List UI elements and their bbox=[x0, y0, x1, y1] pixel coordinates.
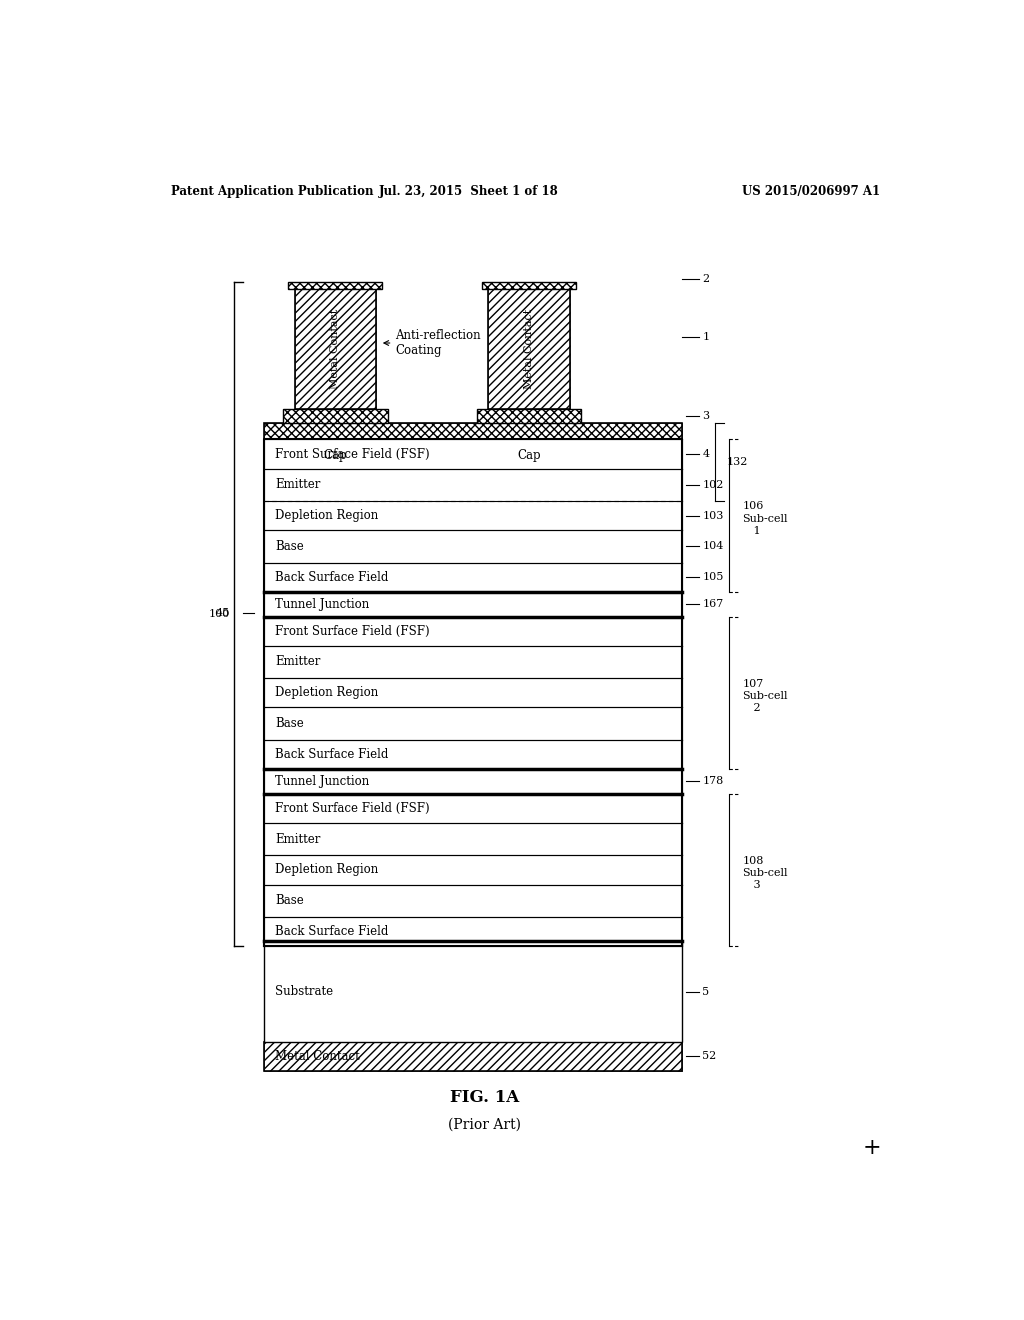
Text: 132: 132 bbox=[726, 457, 748, 467]
Text: Back Surface Field: Back Surface Field bbox=[275, 748, 389, 760]
Text: 108: 108 bbox=[742, 855, 764, 866]
Bar bbox=[289, 281, 382, 289]
Text: Front Surface Field (FSF): Front Surface Field (FSF) bbox=[275, 447, 430, 461]
Text: Cap: Cap bbox=[324, 449, 347, 462]
Bar bbox=[263, 422, 682, 440]
Text: 104: 104 bbox=[702, 541, 724, 552]
Text: Tunnel Junction: Tunnel Junction bbox=[275, 598, 370, 611]
Text: Back Surface Field: Back Surface Field bbox=[275, 570, 389, 583]
Bar bbox=[263, 708, 682, 739]
Bar bbox=[263, 562, 682, 591]
Bar bbox=[263, 1041, 682, 1071]
Bar bbox=[289, 281, 382, 289]
Text: Emitter: Emitter bbox=[275, 478, 321, 491]
Text: 2: 2 bbox=[702, 273, 710, 284]
Bar bbox=[263, 822, 682, 855]
Text: Metal Contact: Metal Contact bbox=[275, 1049, 360, 1063]
Text: Substrate: Substrate bbox=[275, 985, 334, 998]
Text: Sub-cell
   2: Sub-cell 2 bbox=[742, 692, 788, 713]
Text: (Prior Art): (Prior Art) bbox=[449, 1118, 521, 1131]
Text: US 2015/0206997 A1: US 2015/0206997 A1 bbox=[741, 185, 880, 198]
Text: 103: 103 bbox=[702, 511, 724, 520]
Bar bbox=[263, 855, 682, 884]
Bar bbox=[263, 917, 682, 946]
Text: Jul. 23, 2015  Sheet 1 of 18: Jul. 23, 2015 Sheet 1 of 18 bbox=[379, 185, 559, 198]
Text: Tunnel Junction: Tunnel Junction bbox=[275, 775, 370, 788]
Bar bbox=[263, 678, 682, 708]
Text: 4: 4 bbox=[702, 449, 710, 459]
Text: Patent Application Publication: Patent Application Publication bbox=[171, 185, 373, 198]
Text: 3: 3 bbox=[702, 411, 710, 421]
Text: +: + bbox=[862, 1137, 882, 1159]
Bar bbox=[263, 645, 682, 678]
Text: Base: Base bbox=[275, 894, 304, 907]
Text: Sub-cell
   3: Sub-cell 3 bbox=[742, 869, 788, 890]
Text: Depletion Region: Depletion Region bbox=[275, 863, 379, 876]
Text: 105: 105 bbox=[702, 573, 724, 582]
Text: 167: 167 bbox=[702, 599, 724, 610]
Bar bbox=[263, 502, 682, 531]
Bar bbox=[263, 739, 682, 770]
Bar bbox=[263, 591, 682, 616]
Bar bbox=[283, 409, 388, 422]
Bar bbox=[263, 616, 682, 645]
Bar bbox=[263, 1041, 682, 1071]
Bar bbox=[477, 409, 582, 422]
Text: 45: 45 bbox=[215, 607, 229, 618]
Text: 5: 5 bbox=[702, 986, 710, 997]
Text: FIG. 1A: FIG. 1A bbox=[450, 1089, 519, 1106]
Text: Metal Contact: Metal Contact bbox=[524, 309, 535, 389]
Text: 102: 102 bbox=[702, 480, 724, 490]
Text: Anti-reflection
Coating: Anti-reflection Coating bbox=[384, 329, 481, 356]
Text: 106: 106 bbox=[742, 502, 764, 511]
Text: Emitter: Emitter bbox=[275, 656, 321, 668]
Bar bbox=[263, 884, 682, 917]
Bar bbox=[295, 289, 376, 409]
Bar bbox=[488, 289, 569, 409]
Text: Front Surface Field (FSF): Front Surface Field (FSF) bbox=[275, 624, 430, 638]
Text: 52: 52 bbox=[702, 1051, 717, 1061]
Bar bbox=[482, 281, 575, 289]
Text: Sub-cell
   1: Sub-cell 1 bbox=[742, 513, 788, 536]
Bar bbox=[263, 941, 682, 1041]
Bar bbox=[263, 422, 682, 440]
Bar bbox=[263, 531, 682, 562]
Bar bbox=[263, 793, 682, 822]
Bar bbox=[263, 440, 682, 469]
Text: Emitter: Emitter bbox=[275, 833, 321, 846]
Text: Cap: Cap bbox=[517, 449, 541, 462]
Text: Front Surface Field (FSF): Front Surface Field (FSF) bbox=[275, 801, 430, 814]
Text: Metal Contact: Metal Contact bbox=[331, 309, 340, 389]
Text: 178: 178 bbox=[702, 776, 724, 787]
Text: 1: 1 bbox=[702, 333, 710, 342]
Bar bbox=[295, 289, 376, 409]
Bar bbox=[263, 469, 682, 502]
Text: Depletion Region: Depletion Region bbox=[275, 510, 379, 523]
Bar bbox=[263, 770, 682, 793]
Bar bbox=[477, 409, 582, 422]
Text: Base: Base bbox=[275, 717, 304, 730]
Text: 100: 100 bbox=[208, 609, 229, 619]
Text: Back Surface Field: Back Surface Field bbox=[275, 925, 389, 939]
Bar bbox=[482, 281, 575, 289]
Text: Base: Base bbox=[275, 540, 304, 553]
Bar bbox=[283, 409, 388, 422]
Bar bbox=[488, 289, 569, 409]
Text: Depletion Region: Depletion Region bbox=[275, 686, 379, 700]
Text: 107: 107 bbox=[742, 678, 764, 689]
